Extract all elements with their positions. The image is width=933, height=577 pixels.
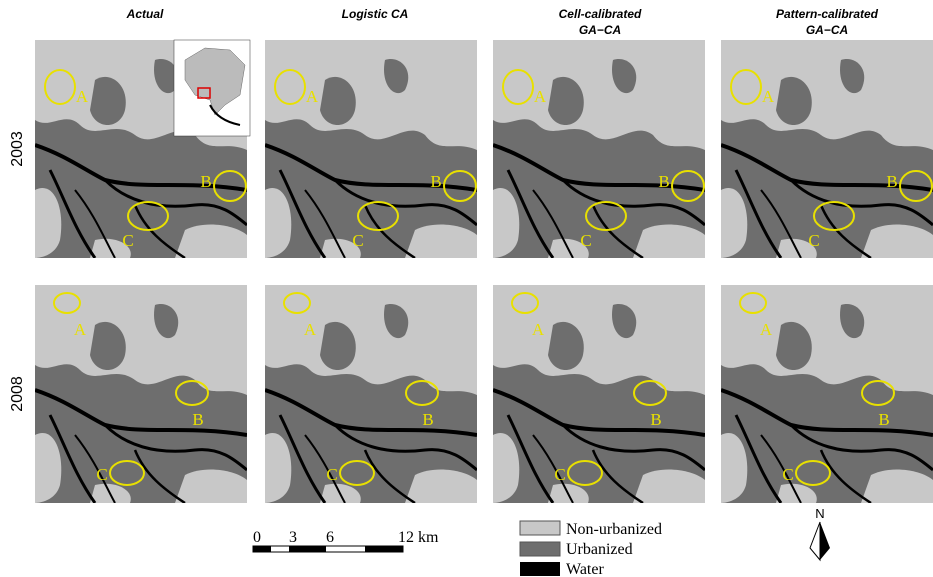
map-panel — [35, 285, 247, 503]
area-label: C — [352, 231, 363, 250]
area-label: A — [532, 320, 545, 339]
area-label: A — [74, 320, 87, 339]
area-label: B — [886, 172, 897, 191]
column-title: Pattern-calibrated — [776, 7, 879, 21]
area-label: A — [306, 87, 319, 106]
area-label: B — [878, 410, 889, 429]
row-label: 2008 — [9, 376, 26, 412]
area-label: A — [534, 87, 547, 106]
map-panel — [721, 285, 933, 503]
figure: A B C A B C A B C A B C A B C A B C A B C A B C Actual Logistic … — [0, 0, 933, 577]
area-label: B — [430, 172, 441, 191]
map-panel — [493, 285, 705, 503]
area-label: A — [762, 87, 775, 106]
area-label: B — [200, 172, 211, 191]
column-title: Logistic CA — [342, 7, 409, 21]
area-label: A — [76, 87, 89, 106]
area-label: B — [658, 172, 669, 191]
inset-map — [174, 40, 250, 136]
area-label: B — [650, 410, 661, 429]
legend-label: Urbanized — [566, 541, 633, 558]
north-arrow — [810, 522, 830, 560]
north-label: N — [815, 506, 824, 521]
column-title: GA−CA — [806, 23, 848, 37]
legend-label: Non-urbanized — [566, 521, 662, 538]
column-title: Cell-calibrated — [559, 7, 642, 21]
scale-label: 12 km — [398, 529, 439, 546]
area-label: B — [192, 410, 203, 429]
area-label: C — [808, 231, 819, 250]
scale-bar — [253, 546, 403, 552]
area-label: A — [304, 320, 317, 339]
column-title: GA−CA — [579, 23, 621, 37]
area-label: C — [554, 465, 565, 484]
scale-label: 6 — [326, 529, 334, 546]
column-title: Actual — [126, 7, 164, 21]
row-label: 2003 — [9, 131, 26, 167]
map-panel — [265, 285, 477, 503]
area-label: C — [122, 231, 133, 250]
area-label: C — [326, 465, 337, 484]
area-label: C — [96, 465, 107, 484]
legend — [520, 521, 560, 576]
legend-label: Water — [566, 561, 604, 577]
area-label: B — [422, 410, 433, 429]
scale-label: 0 — [253, 529, 261, 546]
area-label: C — [580, 231, 591, 250]
scale-label: 3 — [289, 529, 297, 546]
area-label: A — [760, 320, 773, 339]
area-label: C — [782, 465, 793, 484]
panels: A B C A B C A B C A B C A B C A B C A B C A B C — [35, 40, 933, 503]
